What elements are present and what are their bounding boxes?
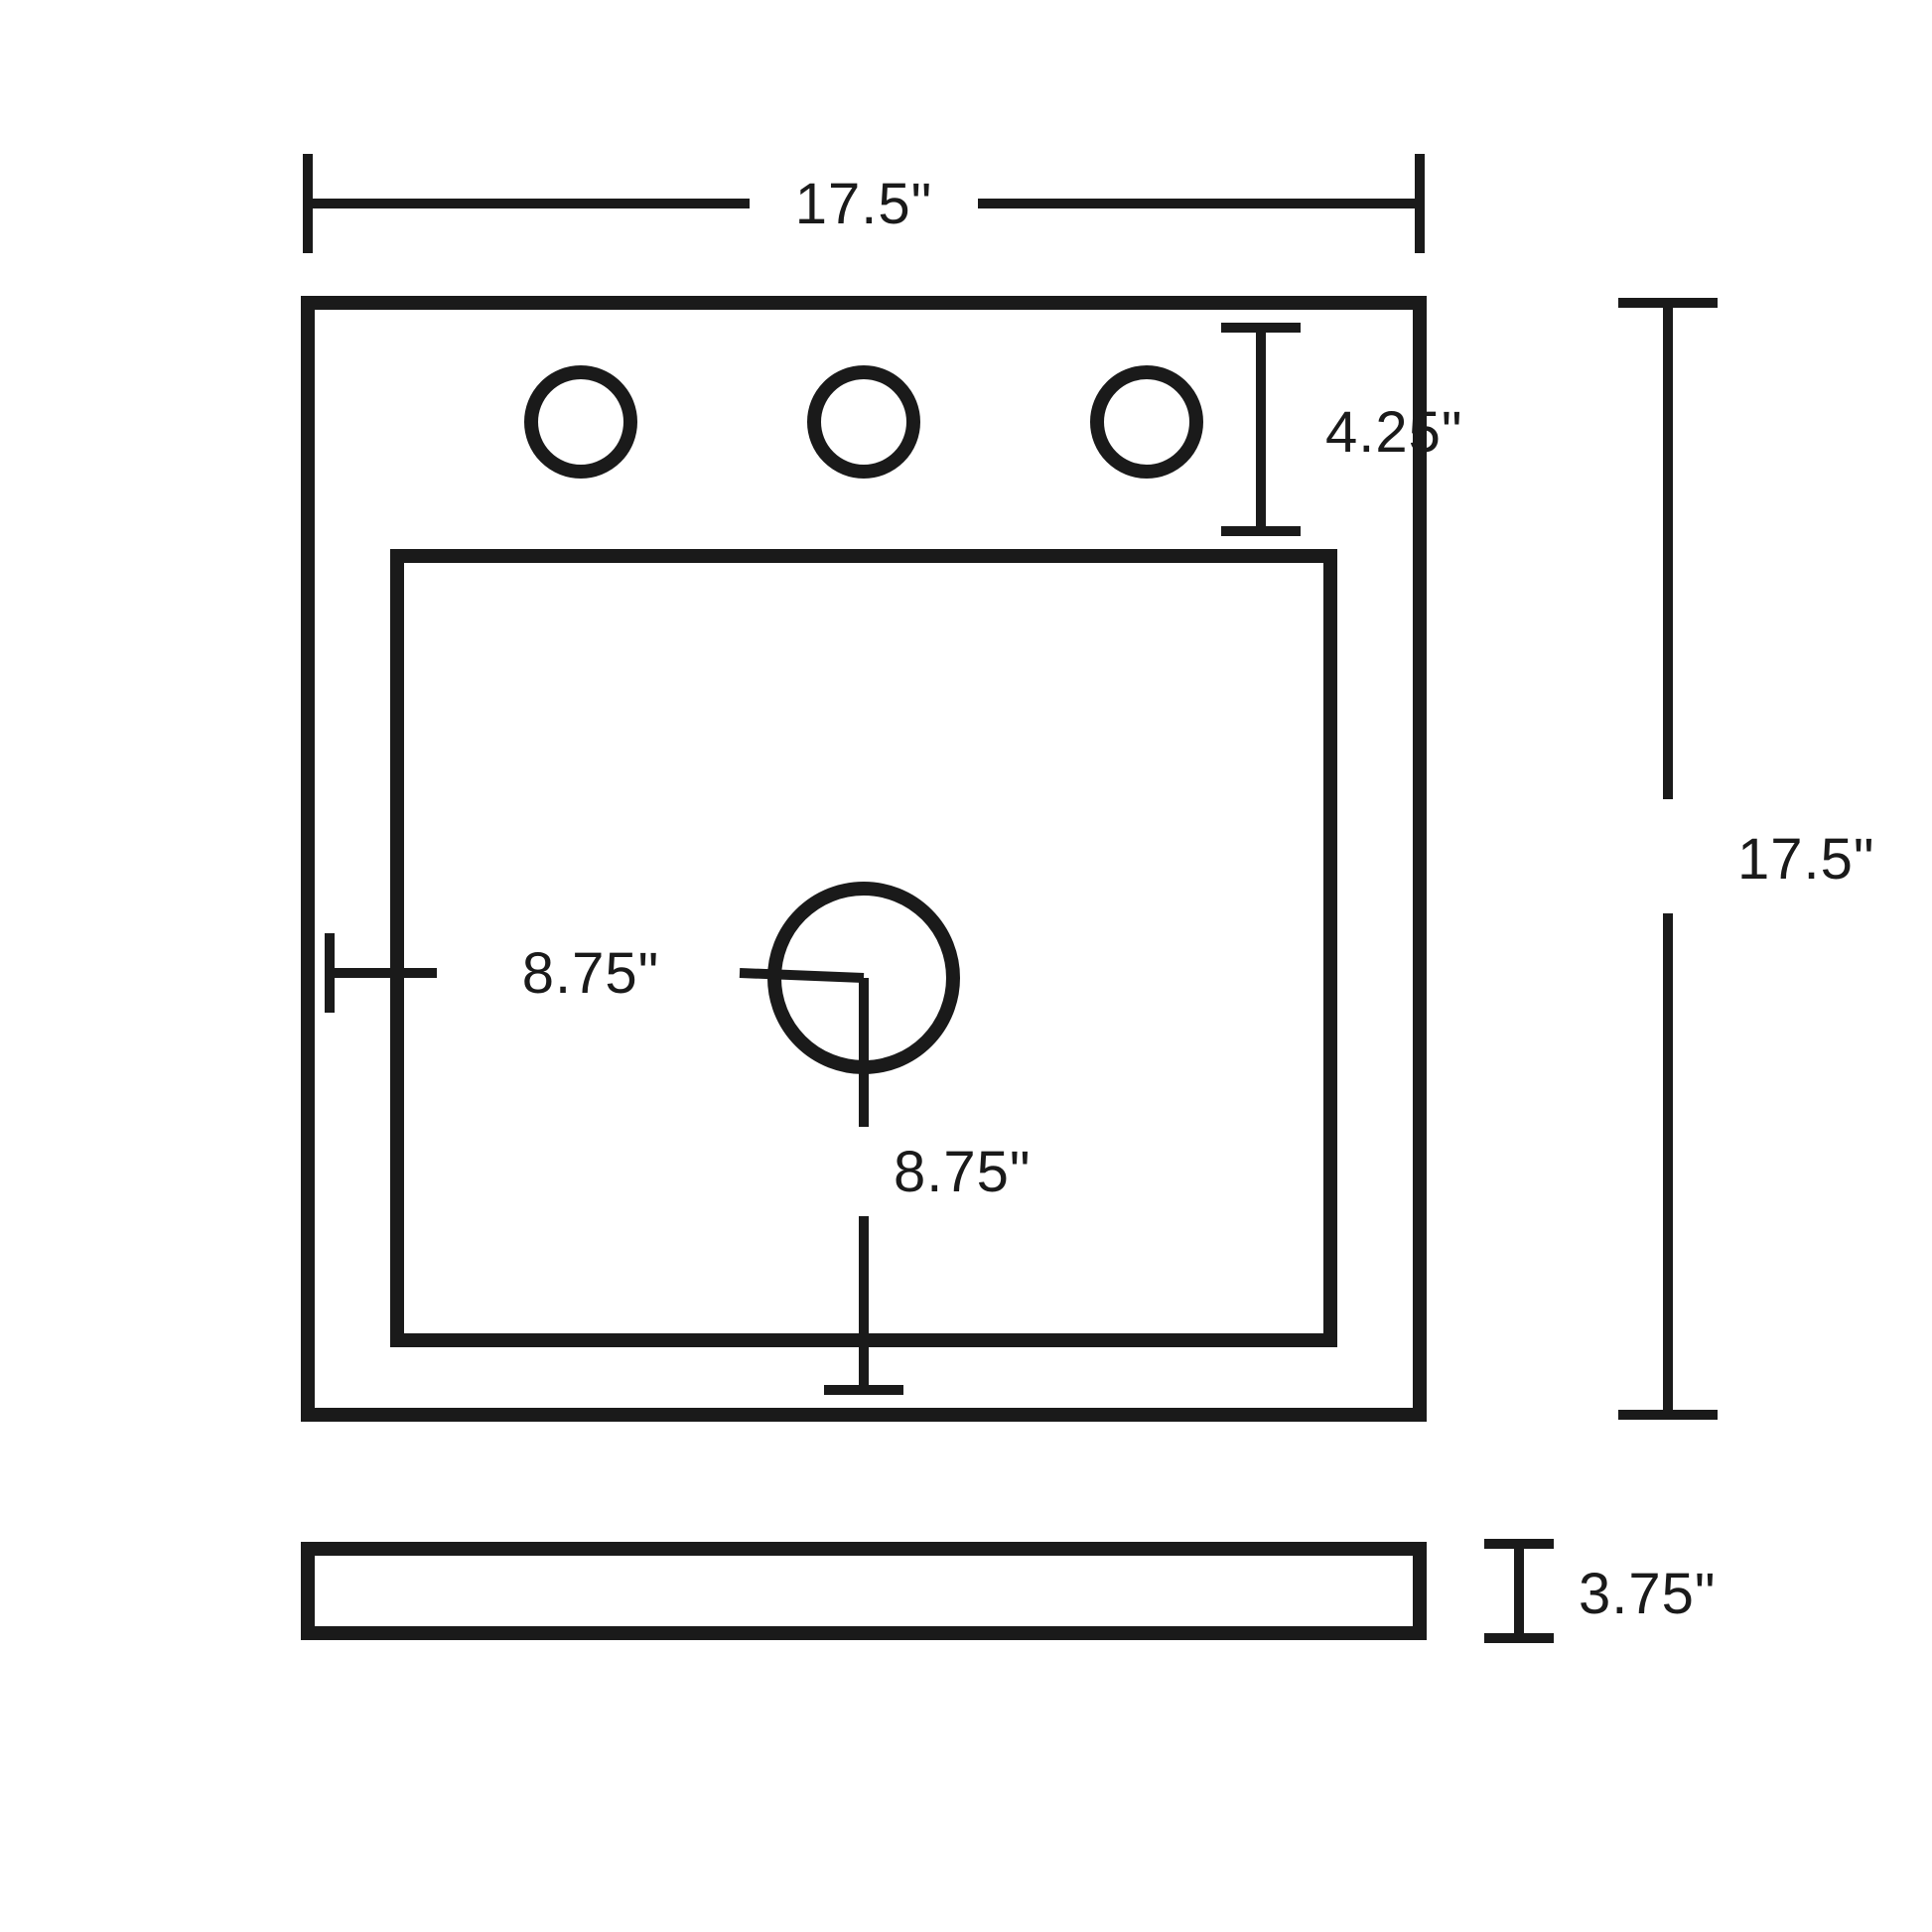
dim-overall-width-label: 17.5" bbox=[795, 172, 932, 236]
faucet-hole-left bbox=[531, 372, 630, 472]
faucet-hole-right bbox=[1097, 372, 1196, 472]
dim-deck-depth bbox=[1221, 328, 1301, 531]
dim-drain-from-bottom-label: 8.75" bbox=[894, 1140, 1031, 1204]
dim-drain-from-bottom bbox=[824, 978, 903, 1390]
dim-drain-from-left-label: 8.75" bbox=[522, 941, 659, 1006]
dim-side-thickness bbox=[1484, 1544, 1554, 1638]
dim-overall-height bbox=[1618, 303, 1718, 1415]
dim-overall-height-label: 17.5" bbox=[1737, 827, 1874, 892]
dim-deck-depth-label: 4.25" bbox=[1325, 400, 1462, 465]
dim-side-thickness-label: 3.75" bbox=[1579, 1562, 1716, 1626]
sink-side-view bbox=[308, 1549, 1420, 1633]
faucet-hole-center bbox=[814, 372, 913, 472]
dimensional-drawing: 17.5" 17.5" 4.25" 8.75" 8.75" bbox=[0, 0, 1932, 1932]
